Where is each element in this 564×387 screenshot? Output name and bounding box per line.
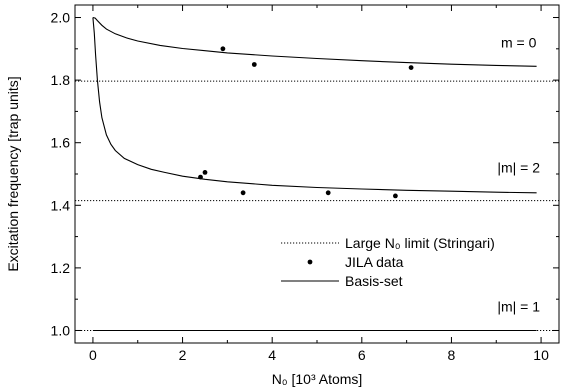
legend-label: Basis-set [345,273,403,289]
legend-swatch-marker [307,259,313,265]
jila-data-point [393,193,398,199]
basis-set-curves [92,16,537,332]
legend-label: JILA data [345,254,404,270]
jila-data-point [220,46,226,52]
x-tick-label: 10 [533,347,549,363]
jila-data-point [202,170,208,175]
jila-data-point [325,190,331,196]
x-tick-label: 2 [179,347,187,363]
plot-frame [74,4,560,344]
x-axis-label: N₀ [10³ Atoms] [272,371,363,387]
legend: Large N₀ limit (Stringari) JILA data Basis… [281,235,495,289]
branch-annotation: m = 0 [501,34,537,50]
jila-data-point [251,62,257,67]
y-tick-label: 1.2 [51,260,71,276]
y-tick-label: 1.4 [51,197,71,213]
y-tick-label: 1.0 [51,322,71,338]
basis-set-curve-1 [92,17,537,194]
legend-label: Large N₀ limit (Stringari) [345,235,495,251]
basis-set-curve-0 [92,16,537,67]
x-tick-label: 0 [89,347,97,363]
branch-annotation: |m| = 2 [497,159,540,175]
y-axis-label: Excitation frequency [trap units] [5,76,21,271]
x-tick-label: 6 [358,347,366,363]
jila-data-point [240,190,246,196]
y-tick-label: 1.6 [51,135,71,151]
jila-data-point [408,65,414,70]
jila-data-point [198,174,203,180]
branch-annotation: |m| = 1 [497,299,540,315]
x-tick-label: 4 [268,347,276,363]
jila-data-points [198,46,414,199]
axis-ticks: 0 2 4 6 8 10 1.0 1.2 1.4 1.6 1.8 2.0 [51,5,559,363]
y-tick-label: 1.8 [51,72,71,88]
stringari-limit-lines [75,80,559,331]
y-tick-label: 2.0 [51,10,71,26]
branch-annotations: m = 0 |m| = 2 |m| = 1 [497,34,540,314]
x-tick-label: 8 [448,347,456,363]
